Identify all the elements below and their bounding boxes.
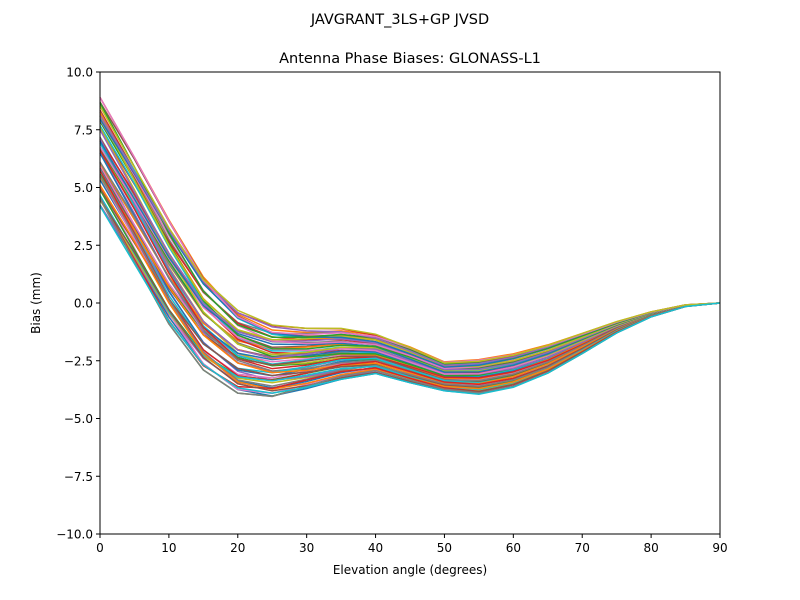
y-tick-label: 0.0 xyxy=(74,297,93,311)
y-tick-label: 10.0 xyxy=(66,66,93,80)
x-tick-label: 40 xyxy=(368,541,383,555)
x-tick-label: 0 xyxy=(96,541,104,555)
y-tick-label: 2.5 xyxy=(74,239,93,253)
x-tick-label: 80 xyxy=(643,541,658,555)
y-tick-label: −5.0 xyxy=(64,412,93,426)
x-tick-label: 70 xyxy=(575,541,590,555)
x-tick-label: 30 xyxy=(299,541,314,555)
y-axis-ticks: −10.0 −7.5 −5.0 −2.5 0.0 2.5 5.0 7.5 10.0 xyxy=(56,66,100,542)
series-line xyxy=(99,205,721,396)
x-tick-label: 60 xyxy=(506,541,521,555)
x-tick-label: 10 xyxy=(161,541,176,555)
x-tick-label: 20 xyxy=(230,541,245,555)
x-axis-ticks: 0 10 20 30 40 50 60 70 80 90 xyxy=(96,534,728,555)
x-tick-label: 50 xyxy=(437,541,452,555)
series-group xyxy=(99,97,721,398)
y-tick-label: 7.5 xyxy=(74,123,93,137)
series-line xyxy=(99,105,721,364)
x-tick-label: 90 xyxy=(712,541,727,555)
x-axis-label: Elevation angle (degrees) xyxy=(333,563,487,577)
y-tick-label: −2.5 xyxy=(64,354,93,368)
y-axis-label: Bias (mm) xyxy=(29,272,43,334)
y-tick-label: −10.0 xyxy=(56,528,93,542)
y-tick-label: 5.0 xyxy=(74,181,93,195)
chart-title: Antenna Phase Biases: GLONASS-L1 xyxy=(279,51,541,67)
figure-suptitle: JAVGRANT_3LS+GP JVSD xyxy=(310,12,489,28)
y-tick-label: −7.5 xyxy=(64,470,93,484)
